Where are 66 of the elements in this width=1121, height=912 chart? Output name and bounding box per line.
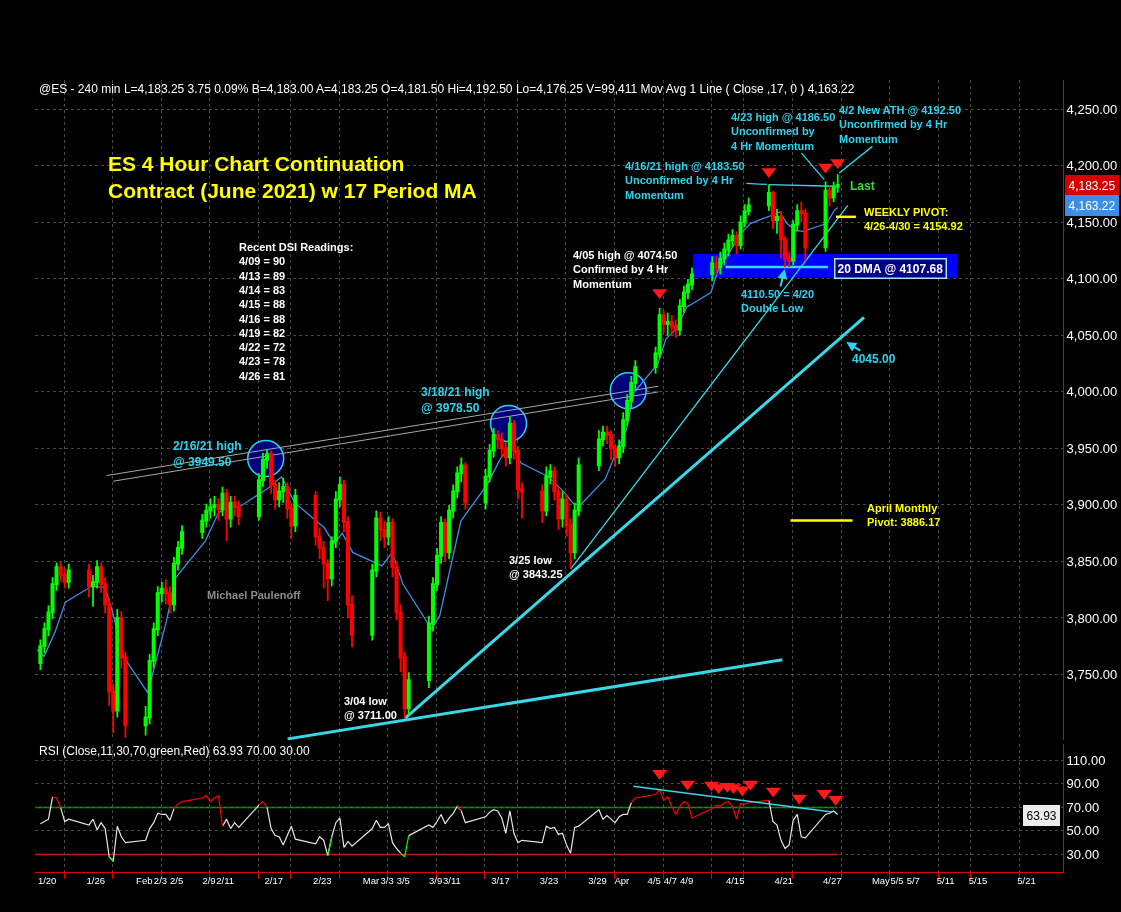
- y-tick-label: 3,800.00: [1066, 610, 1118, 626]
- x-tick-label: Mar: [362, 875, 380, 887]
- annotation: April Monthly Pivot: 3886.17: [867, 502, 941, 529]
- y-tick-label: 4,200.00: [1066, 158, 1118, 174]
- x-tick-label: 2/11: [216, 875, 235, 887]
- text: 4,183.25: [1068, 178, 1116, 193]
- annotation: 20 DMA @ 4107.68: [837, 261, 944, 276]
- x-tick-label: 2/9: [202, 875, 216, 887]
- x-tick-label: 3/11: [442, 875, 461, 887]
- y-tick-label: 3,750.00: [1066, 667, 1118, 682]
- x-tick-label: Feb: [136, 875, 153, 887]
- x-tick-label: 4/15: [725, 875, 745, 887]
- y-tick-label: 3,850.00: [1066, 553, 1118, 569]
- annotation: 4045.00: [852, 352, 896, 366]
- x-tick-label: 1/26: [86, 875, 105, 887]
- x-tick-label: 5/5: [890, 875, 904, 887]
- annotation: 4/2 New ATH @ 4192.50 Unconfirmed by 4 Hr Momentum: [839, 104, 962, 145]
- x-tick-label: 3/23: [539, 875, 559, 887]
- x-tick-label: 1/20: [37, 875, 57, 887]
- y-tick-label: 4,250.00: [1066, 101, 1118, 117]
- y-tick-label: 4,050.00: [1066, 327, 1118, 343]
- x-tick-label: 4/7: [663, 875, 678, 887]
- y-tick-label: 4,000.00: [1066, 384, 1118, 400]
- x-tick-label: 3/3: [380, 875, 394, 887]
- x-tick-label: 4/21: [774, 875, 793, 887]
- x-tick-label: 3/29: [588, 875, 607, 887]
- annotation: 4/05 high @ 4074.50 Confirmed by 4 Hr Momentum: [573, 249, 678, 290]
- y-tick-label: 110.00: [1066, 752, 1106, 768]
- x-tick-label: May: [871, 875, 891, 887]
- y-tick-label: 90.00: [1066, 776, 1100, 792]
- chart-subtitle: @ES - 240 min L=4,183.25 3.75 0.09% B=4,183.00 A=4,183.25 O=4,181.50 Hi=4,192.50 Lo=4,176.25 V=99,411 Mov Avg 1 Line ( Close ,17, 0 ) 4,163.22: [39, 82, 855, 96]
- chart-title: RSI (Close,11,30,70,green,Red) 63.93 70.00 30.00: [39, 744, 310, 758]
- annotation: Last: [850, 179, 875, 193]
- x-tick-label: Apr: [614, 875, 630, 887]
- x-tick-label: 3/9: [429, 875, 443, 887]
- x-tick-label: 5/11: [936, 875, 955, 887]
- y-tick-label: 70.00: [1066, 799, 1100, 815]
- annotation: 3/04 low @ 3711.00: [344, 695, 397, 722]
- x-tick-label: 3/17: [491, 875, 510, 887]
- annotation: 4/23 high @ 4186.50 Unconfirmed by 4 Hr Momentum: [731, 111, 836, 152]
- x-tick-label: 2/3: [153, 875, 168, 887]
- x-tick-label: 5/21: [1017, 875, 1036, 887]
- x-tick-label: 5/15: [968, 875, 988, 887]
- y-tick-label: 4,150.00: [1066, 214, 1118, 230]
- text: 4,163.22: [1068, 198, 1116, 213]
- x-tick-label: 4/27: [823, 875, 842, 887]
- y-tick-label: 50.00: [1066, 823, 1100, 839]
- x-tick-label: 2/5: [170, 875, 184, 887]
- x-tick-label: 3/5: [396, 875, 410, 887]
- y-tick-label: 3,950.00: [1066, 440, 1118, 456]
- annotation: WEEKLY PIVOT: 4/26-4/30 = 4154.92: [864, 206, 963, 233]
- y-tick-label: 30.00: [1066, 846, 1100, 862]
- x-tick-label: 4/9: [680, 875, 694, 887]
- text: ES 4 Hour Chart Continuation Contract (June 2021) w 17 Period MA: [108, 152, 477, 203]
- x-tick-label: 4/5: [647, 875, 661, 887]
- annotation: 63.93: [1026, 808, 1057, 823]
- annotation: 3/18/21 high @ 3978.50: [421, 385, 490, 415]
- x-tick-label: 2/23: [313, 875, 332, 887]
- annotation: Michael Paulenoff: [207, 589, 301, 601]
- y-tick-label: 3,900.00: [1066, 497, 1118, 513]
- annotation: 3/25 low @ 3843.25: [509, 554, 563, 581]
- text: Recent DSI Readings: 4/09 = 90 4/13 = 89 4/14 = 83 4/15 = 88 4/16 = 88 4/19 = 82 4/22 = 72 4/23 = 78 4/26 = 81: [239, 241, 354, 382]
- y-tick-label: 4,100.00: [1066, 271, 1118, 287]
- x-tick-label: 2/17: [264, 875, 284, 887]
- annotation: 4/16/21 high @ 4183.50 Unconfirmed by 4 Hr Momentum: [625, 160, 745, 201]
- x-tick-label: 5/7: [906, 875, 920, 887]
